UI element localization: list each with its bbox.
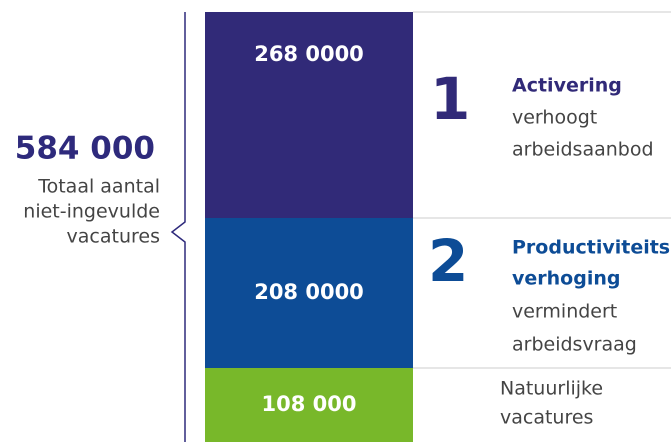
- block-amount: 268 0000: [254, 42, 364, 66]
- total-label: Totaal aantal: [37, 176, 160, 198]
- step-number: 2: [428, 227, 468, 295]
- block-2: [205, 218, 413, 368]
- step-description: arbeidsaanbod: [512, 139, 654, 161]
- block-amount: 208 0000: [254, 280, 364, 304]
- block-description: Natuurlijke: [500, 378, 603, 400]
- step-description: verhoogt: [512, 107, 597, 129]
- block-3: [205, 368, 413, 442]
- step-title: Productiviteits-: [512, 237, 671, 259]
- total-label: vacatures: [67, 226, 160, 248]
- step-description: arbeidsvraag: [512, 334, 637, 356]
- block-1: [205, 12, 413, 218]
- bracket: [170, 12, 186, 442]
- total-label: niet-ingevulde: [23, 201, 160, 223]
- block-description: vacatures: [500, 407, 593, 429]
- step-title: Activering: [512, 75, 622, 97]
- separator: [413, 11, 671, 369]
- step-description: vermindert: [512, 301, 617, 323]
- step-number: 1: [430, 65, 470, 133]
- step-title: verhoging: [512, 268, 620, 290]
- block-amount: 108 000: [262, 392, 357, 416]
- total-amount: 584 000: [15, 131, 155, 167]
